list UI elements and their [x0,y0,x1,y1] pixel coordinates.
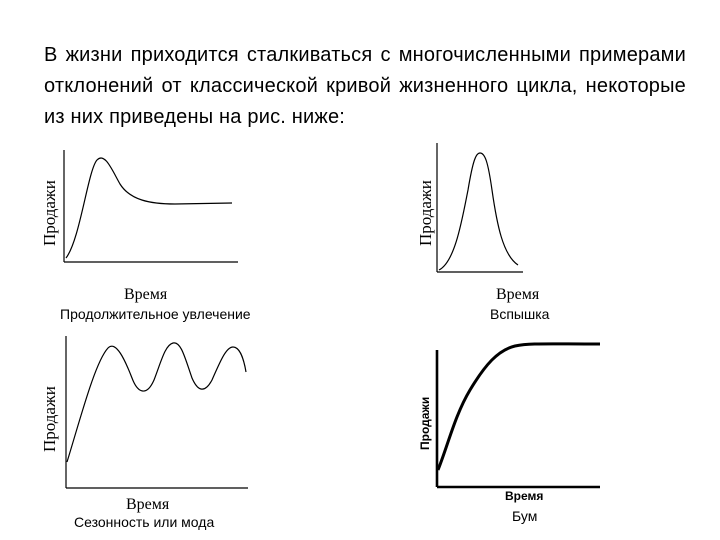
x-axis-label: Время [505,489,544,503]
sales-curve [436,342,601,471]
x-axis-label: Время [124,286,168,303]
chart-caption: Бум [512,508,538,524]
sales-curve [438,152,519,271]
chart-caption: Вспышка [490,306,550,322]
y-axis-label: Продажи [418,396,432,450]
chart-caption: Сезонность или мода [74,514,215,530]
chart-caption: Продолжительное увлечение [60,306,251,322]
intro-paragraph: В жизни приходится сталкиваться с многоч… [44,44,686,128]
sales-curve [65,157,233,259]
x-axis-label: Время [496,286,540,303]
sales-curve [66,342,247,463]
x-axis-label: Время [126,496,170,513]
